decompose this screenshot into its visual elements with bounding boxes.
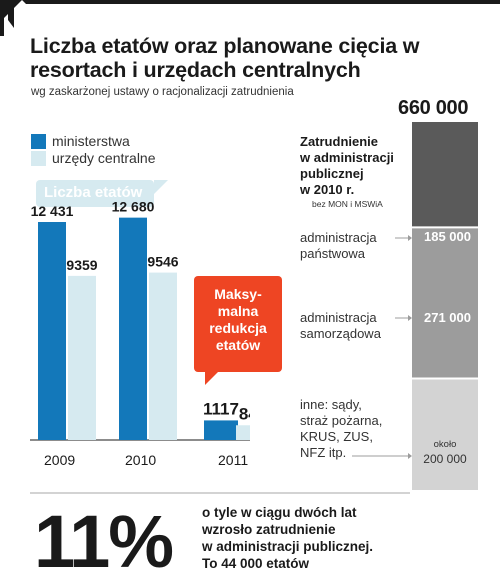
segment-value-panstwowa: 185 000 (424, 229, 471, 244)
bar-urzedy-2011 (236, 425, 250, 440)
stack-segment-head (412, 122, 478, 127)
data-label-urzedy-2011: 841 (239, 404, 250, 423)
pill-pointer (154, 180, 168, 194)
data-label-ministerstwa-2011: 1117 (203, 399, 239, 418)
chart-title: Liczba etatów oraz planowane cięcia w re… (30, 34, 420, 82)
callout-text: Maksy- malna redukcja etatów (209, 286, 267, 353)
legend-label-urzedy: urzędy centralne (52, 150, 156, 166)
data-label-ministerstwa-2010: 12 680 (112, 199, 155, 215)
legend-swatch-urzedy (31, 151, 46, 166)
bottom-separator (30, 492, 410, 494)
employment-note: bez MON i MSWiA (312, 199, 383, 209)
stack-segment-2 (412, 378, 478, 490)
x-tick-2010: 2010 (125, 452, 157, 468)
segment-value-inne-number: 200 000 (423, 452, 467, 466)
bar-chart: 12 431 12 680 1117 9359 9546 841 (30, 199, 250, 441)
callout-pointer (205, 371, 219, 385)
summary-text: o tyle w ciągu dwóch lat wzrosło zatrudn… (202, 505, 374, 571)
data-label-urzedy-2009: 9359 (66, 257, 97, 273)
chart-label-pill (36, 180, 154, 207)
data-label-ministerstwa-2009: 12 431 (31, 203, 74, 219)
corner-decoration (0, 0, 500, 36)
bar-urzedy-2010 (149, 272, 177, 440)
data-label-urzedy-2010: 9546 (147, 254, 178, 270)
segment-value-inne: około 200 000 (412, 437, 478, 467)
stack-segment-0 (412, 124, 478, 228)
chart-subtitle: wg zaskarżonej ustawy o racjonalizacji z… (31, 86, 294, 98)
stack-segment-1 (412, 227, 478, 379)
x-tick-2009: 2009 (44, 452, 76, 468)
connector-arrow-1 (408, 315, 412, 321)
summary-percent: 11% (34, 500, 174, 583)
chart-label-text: Liczba etatów (44, 184, 143, 201)
segment-label-samorzadowa: administracja samorządowa (300, 310, 381, 341)
bar-ministerstwa-2009 (38, 222, 66, 440)
segment-value-samorzadowa: 271 000 (424, 310, 471, 325)
connector-arrow-2 (408, 453, 412, 459)
segment-label-panstwowa: administracja państwowa (300, 230, 377, 261)
x-tick-2011: 2011 (218, 452, 249, 468)
total-value: 660 000 (398, 97, 469, 119)
legend-swatch-ministerstwa (31, 134, 46, 149)
bar-urzedy-2009 (68, 275, 96, 440)
connector-arrow-0 (408, 235, 412, 241)
segment-qualifier-inne: około (433, 439, 457, 450)
bar-ministerstwa-2011 (204, 420, 238, 440)
legend-label-ministerstwa: ministerstwa (52, 133, 130, 149)
employment-title: Zatrudnienie w administracji publicznej … (300, 134, 394, 197)
segment-label-inne: inne: sądy, straż pożarna, KRUS, ZUS, NF… (300, 397, 383, 460)
bar-ministerstwa-2010 (119, 217, 147, 440)
reduction-callout (194, 276, 282, 372)
